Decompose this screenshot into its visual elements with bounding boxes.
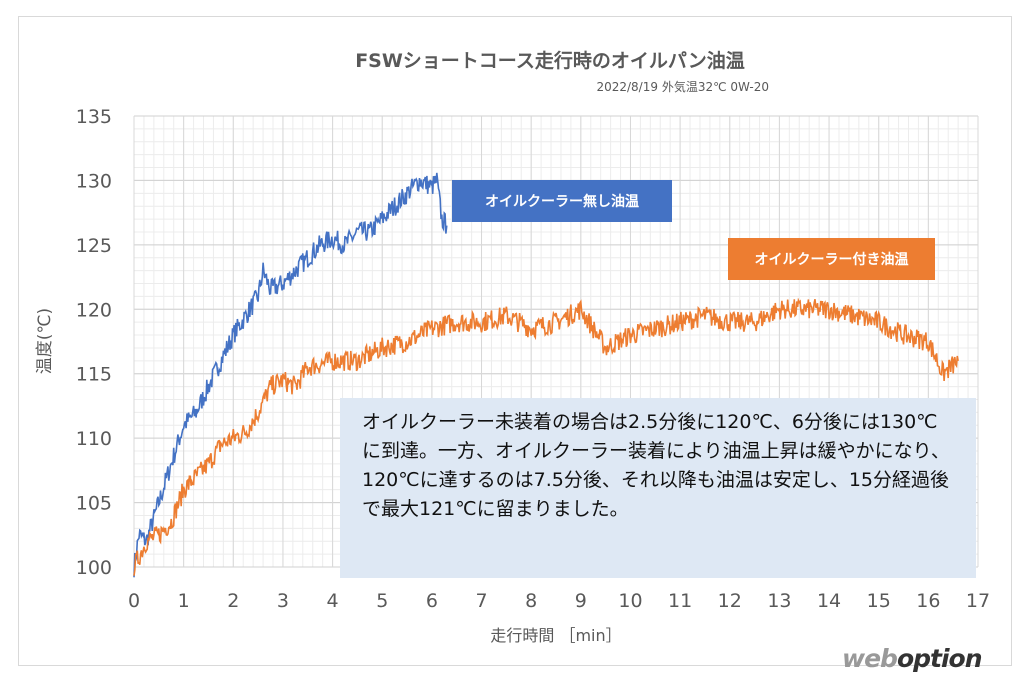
y-tick-label: 130 [76,170,112,192]
y-tick-label: 100 [76,557,112,579]
x-tick-label: 1 [178,590,190,612]
x-tick-label: 0 [128,590,140,612]
x-tick-label: 14 [817,590,841,612]
x-tick-label: 10 [618,590,642,612]
y-tick-label: 120 [76,299,112,321]
y-tick-label: 115 [76,364,112,386]
y-tick-label: 135 [76,106,112,128]
chart-title: FSWショートコース走行時のオイルパン油温 [355,50,745,72]
y-tick-label: 110 [76,428,112,450]
series-line-0 [133,172,448,578]
x-tick-label: 3 [277,590,289,612]
annotation-box: オイルクーラー未装着の場合は2.5分後に120℃、6分後には130℃に到達。一方… [340,398,976,578]
legend-label-no-cooler: オイルクーラー無し油温 [452,180,672,222]
x-tick-label: 9 [575,590,587,612]
x-axis-title: 走行時間 ［min］ [490,626,621,645]
chart-frame [18,16,1012,666]
x-tick-label: 12 [718,590,742,612]
x-tick-label: 7 [475,590,487,612]
x-tick-label: 16 [916,590,940,612]
x-tick-label: 15 [867,590,891,612]
x-tick-label: 4 [327,590,339,612]
x-tick-label: 5 [376,590,388,612]
legend-label-with-cooler: オイルクーラー付き油温 [728,238,935,280]
webo-logo: weboption [842,644,983,673]
x-tick-label: 6 [426,590,438,612]
x-tick-label: 13 [767,590,791,612]
chart-subtitle: 2022/8/19 外気温32℃ 0W-20 [596,80,769,94]
x-tick-label: 17 [966,590,990,612]
x-tick-label: 11 [668,590,692,612]
y-tick-label: 105 [76,493,112,515]
x-tick-label: 2 [227,590,239,612]
y-tick-label: 125 [76,235,112,257]
x-tick-label: 8 [525,590,537,612]
series-line-1 [133,297,959,576]
y-axis-title: 温度(℃) [35,308,55,374]
